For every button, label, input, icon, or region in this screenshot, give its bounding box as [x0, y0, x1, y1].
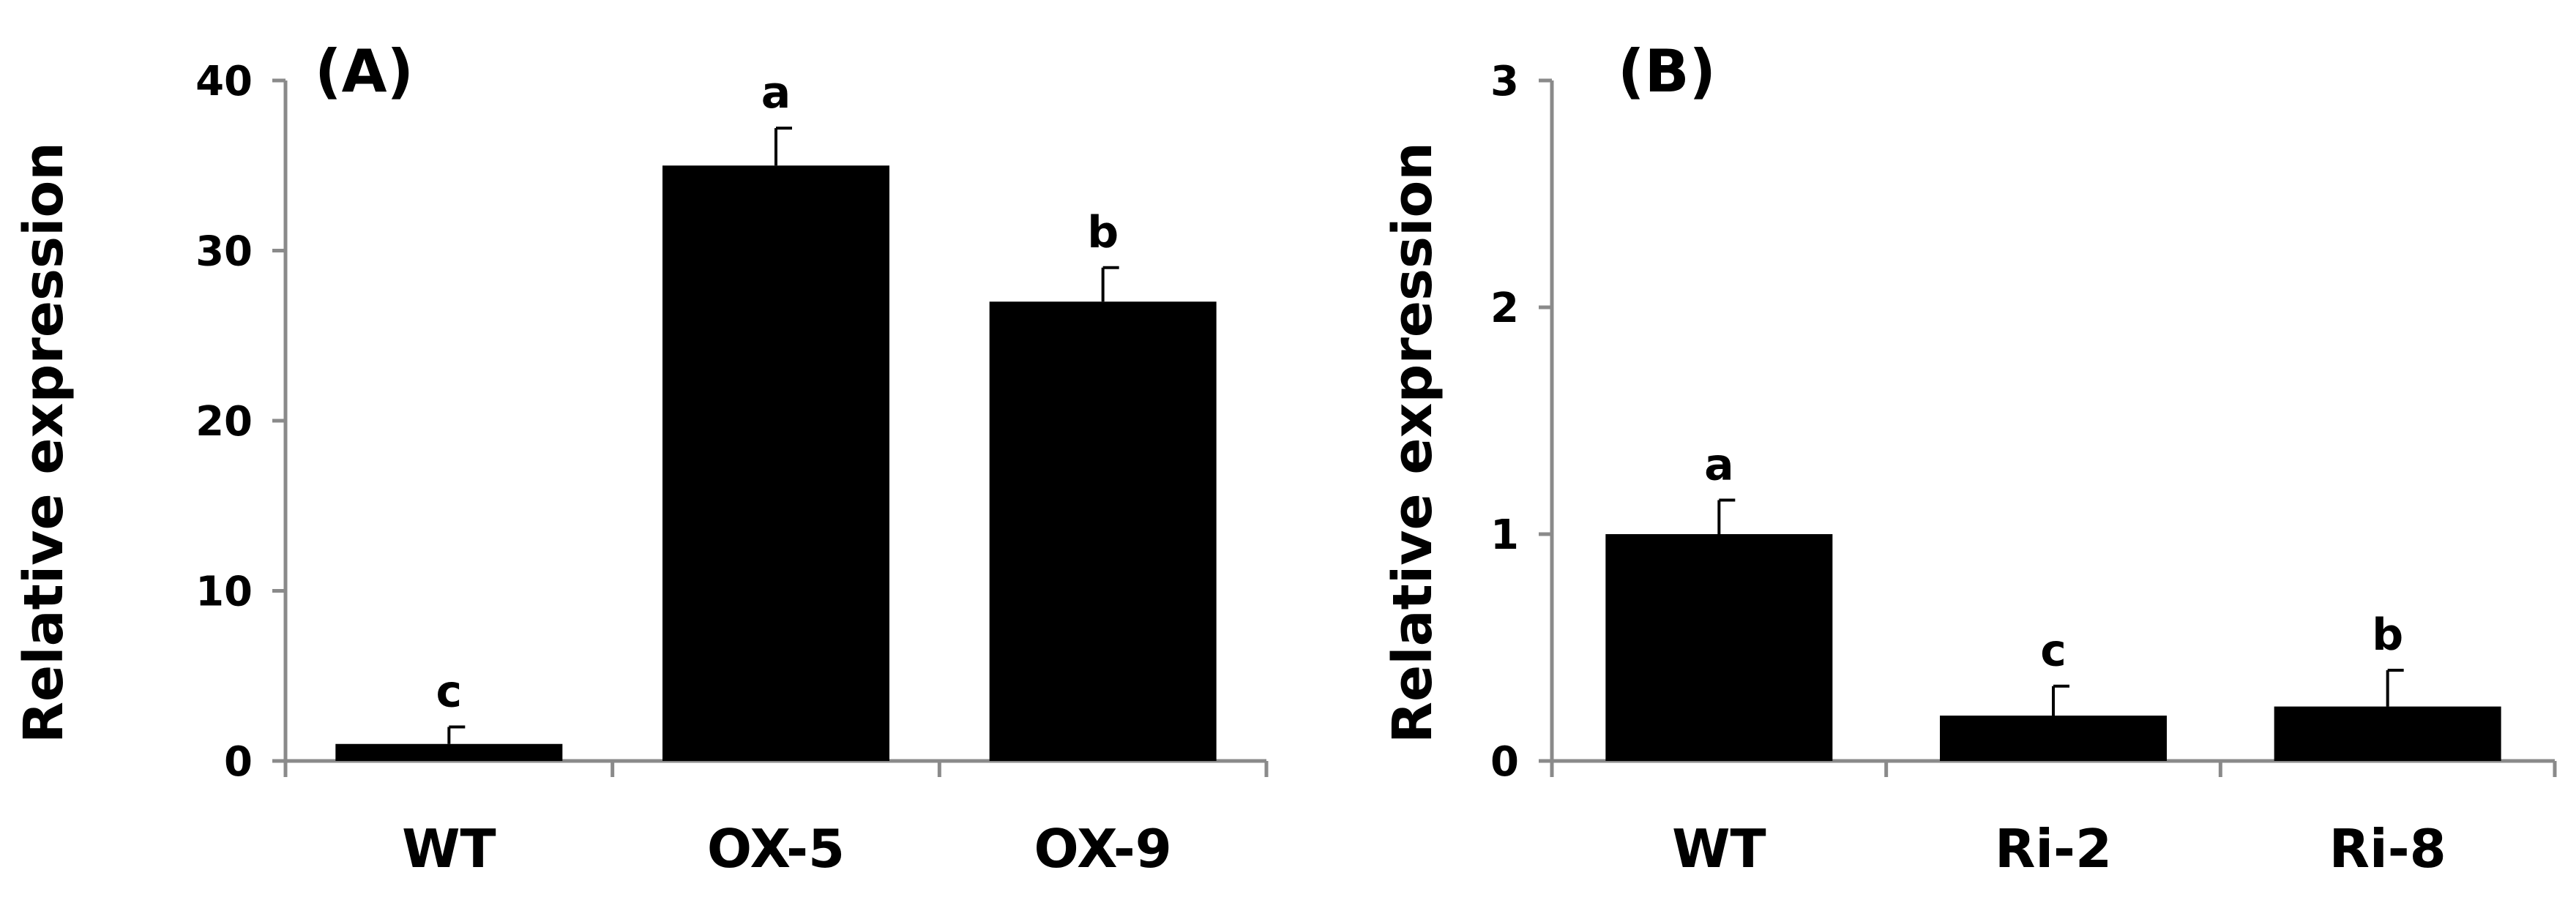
bar [989, 301, 1217, 761]
chart-panel-b: 0 1 2 3 a WT c Ri-2 b Ri-8 Relative expression (B) [1381, 37, 2557, 879]
significance-letter: b [1087, 207, 1119, 258]
significance-letter: c [436, 667, 463, 718]
bar [335, 743, 563, 761]
bar [662, 165, 889, 761]
y-tick-label: 0 [224, 738, 253, 786]
chart-panel-a: 0 10 20 30 40 c WT a OX-5 b OX-9 Relative expressio… [12, 37, 1269, 879]
y-tick-label: 40 [195, 58, 253, 105]
significance-letter: a [1704, 440, 1734, 491]
y-tick-label: 2 [1490, 285, 1519, 332]
x-tick-label: Ri-8 [2329, 818, 2446, 879]
y-axis-label: Relative expression [1381, 142, 1444, 743]
bar [1605, 534, 1833, 761]
bar [1940, 716, 2167, 761]
y-tick-label: 30 [195, 228, 253, 276]
significance-letter: b [2372, 609, 2403, 661]
y-tick-label: 10 [195, 569, 253, 616]
x-tick-label: OX-5 [707, 818, 845, 879]
x-tick-label: Ri-2 [1995, 818, 2112, 879]
x-tick-label: WT [402, 818, 496, 879]
significance-letter: a [761, 67, 791, 119]
y-tick-label: 20 [195, 398, 253, 446]
y-tick-label: 3 [1490, 58, 1519, 105]
y-tick-label: 0 [1490, 738, 1519, 786]
bar [2274, 706, 2501, 761]
x-tick-label: WT [1672, 818, 1766, 879]
significance-letter: c [2040, 626, 2067, 677]
panel-label: (A) [315, 37, 414, 105]
panel-label: (B) [1618, 37, 1716, 105]
y-axis-label: Relative expression [12, 142, 75, 743]
y-tick-label: 1 [1490, 511, 1519, 559]
x-tick-label: OX-9 [1034, 818, 1172, 879]
